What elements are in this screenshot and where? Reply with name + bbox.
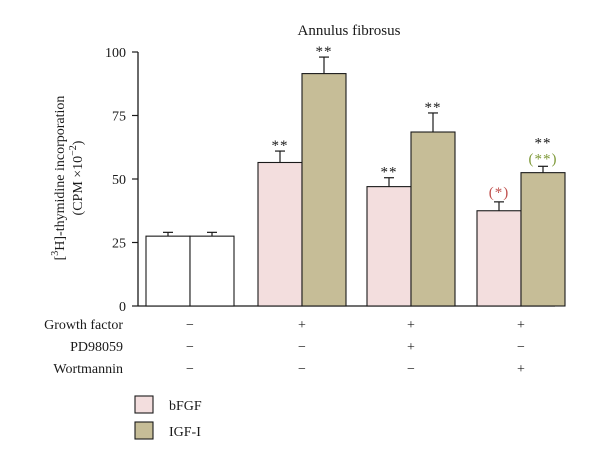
y-axis-label-line-1: [3H]-thymidine incorporation — [50, 96, 68, 261]
y-tick-label: 0 — [119, 300, 126, 315]
bar — [476, 210, 522, 307]
y-tick-label: 25 — [112, 237, 126, 252]
condition-symbol: + — [517, 318, 525, 333]
condition-symbol: − — [186, 340, 194, 355]
condition-symbol: + — [298, 318, 306, 333]
condition-symbol: + — [407, 340, 415, 355]
bar — [145, 235, 191, 307]
y-tick-label: 100 — [105, 46, 126, 61]
significance-label: ** — [272, 138, 289, 154]
significance-label: ** — [535, 135, 552, 151]
chart-title: Annulus fibrosus — [298, 23, 401, 39]
legend-swatch — [134, 395, 154, 414]
y-tick-label: 50 — [112, 173, 126, 188]
condition-symbol: − — [298, 340, 306, 355]
significance-label: ** — [316, 44, 333, 60]
condition-table: Growth factor − + + + PD98059 − − + − Wortmannin − −… — [44, 318, 525, 377]
significance-label: (*) — [489, 185, 510, 201]
bar — [410, 131, 456, 307]
condition-row-label: PD98059 — [70, 340, 123, 355]
legend: bFGF IGF-I — [134, 395, 202, 440]
bar — [301, 73, 347, 307]
condition-row-label: Growth factor — [44, 318, 123, 333]
significance-label: (**) — [529, 151, 558, 167]
legend-label: bFGF — [169, 399, 202, 414]
condition-symbol: − — [186, 362, 194, 377]
legend-label: IGF-I — [169, 425, 201, 440]
legend-swatch — [134, 421, 154, 440]
condition-symbol: − — [517, 340, 525, 355]
condition-symbol: − — [186, 318, 194, 333]
condition-row-label: Wortmannin — [53, 362, 123, 377]
bar — [257, 161, 303, 307]
condition-symbol: + — [407, 318, 415, 333]
y-axis-label: [3H]-thymidine incorporation (CPM ×10−2) — [50, 96, 86, 261]
y-tick-label: 75 — [112, 110, 126, 125]
bar — [366, 186, 412, 307]
bars: ********(*)(**)** — [145, 44, 566, 307]
condition-symbol: − — [407, 362, 415, 377]
bar — [520, 172, 566, 307]
condition-symbol: − — [298, 362, 306, 377]
bar — [189, 235, 235, 307]
significance-label: ** — [381, 165, 398, 181]
significance-label: ** — [425, 100, 442, 116]
condition-symbol: + — [517, 362, 525, 377]
y-axis-label-line-2: (CPM ×10−2) — [68, 140, 86, 215]
